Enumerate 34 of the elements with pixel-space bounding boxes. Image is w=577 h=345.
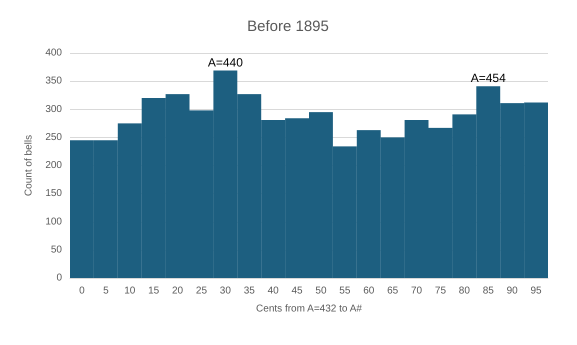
annotation: A=440 (208, 55, 244, 70)
x-tick-label: 30 (220, 286, 232, 296)
y-tick-label: 150 (45, 188, 62, 200)
x-tick-label: 50 (315, 286, 327, 296)
x-tick-label: 5 (103, 286, 110, 296)
y-tick-label: 200 (45, 160, 62, 171)
y-tick-label: 350 (45, 76, 62, 87)
x-tick-label: 35 (244, 286, 256, 296)
x-tick-label: 55 (339, 286, 351, 296)
x-tick-label: 85 (482, 286, 494, 296)
x-tick-label: 0 (79, 286, 86, 296)
y-axis-title: Count of bells (24, 134, 34, 196)
x-tick-label: 75 (434, 286, 446, 296)
y-tick-label: 50 (50, 244, 62, 256)
x-tick-label: 40 (268, 286, 280, 296)
x-tick-label: 80 (458, 286, 470, 296)
x-tick-label: 60 (363, 286, 375, 296)
x-tick-label: 65 (387, 286, 399, 296)
x-tick-label: 25 (196, 286, 208, 296)
x-tick-label: 95 (530, 286, 542, 296)
y-tick-label: 300 (45, 104, 62, 115)
y-tick-label: 0 (56, 272, 62, 284)
x-axis-title: Cents from A=432 to A# (256, 304, 362, 314)
x-tick-label: 20 (172, 286, 184, 296)
y-tick-label: 400 (45, 48, 62, 58)
x-tick-label: 15 (148, 286, 160, 296)
chart-title: Before 1895 (247, 18, 329, 35)
x-tick-label: 45 (291, 286, 304, 296)
y-tick-label: 250 (45, 132, 62, 143)
y-tick-label: 100 (45, 216, 62, 228)
x-tick-label: 90 (506, 286, 518, 296)
x-tick-label: 70 (410, 286, 423, 296)
x-tick-label: 10 (124, 286, 136, 296)
annotation: A=454 (470, 71, 506, 86)
